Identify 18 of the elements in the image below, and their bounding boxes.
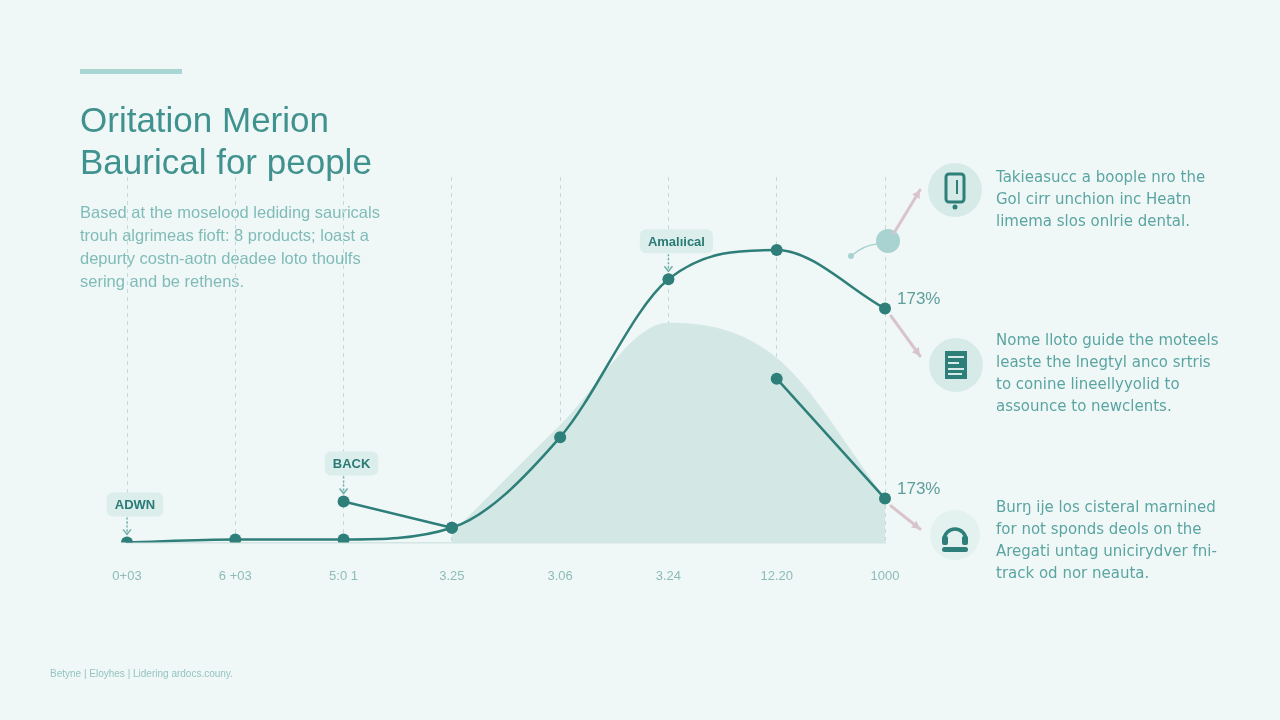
annotation: 173% <box>897 289 941 309</box>
x-tick-label: 3.25 <box>439 567 465 583</box>
x-tick-label: 3.24 <box>655 567 682 583</box>
x-tick-label: 1000 <box>870 567 900 583</box>
annotation: 173% <box>897 479 941 499</box>
text: Takieasucc a boople nro the Gol cirr unchion inc Heatn limema slos onlrie dental. <box>996 167 1207 232</box>
chart-title: Oritation Merion Baurical for people <box>80 99 373 183</box>
annotation: BACK <box>332 456 371 472</box>
annotation: ADWN <box>114 496 156 512</box>
x-tick-label: 0+03 <box>112 567 142 583</box>
text: Nome lloto guide the moteels leaste the lnegtyl anco srtris to conine lineellyyolid to assounce to newclents. <box>996 330 1219 417</box>
x-tick-label: 6 +03 <box>218 567 252 583</box>
annotation: Amalıical <box>647 233 705 249</box>
x-tick-label: 12.20 <box>760 567 793 583</box>
x-tick-label: 5:0 1 <box>329 567 359 583</box>
text: Betyne | Eloyhes | Lidering ardocs.couny. <box>50 667 233 681</box>
x-tick-label: 3.06 <box>547 567 573 583</box>
text: Burŋ ije los cisteral marnined for not sponds deols on the Aregati untag unicirydver fni- track od nor neauta. <box>996 497 1218 584</box>
